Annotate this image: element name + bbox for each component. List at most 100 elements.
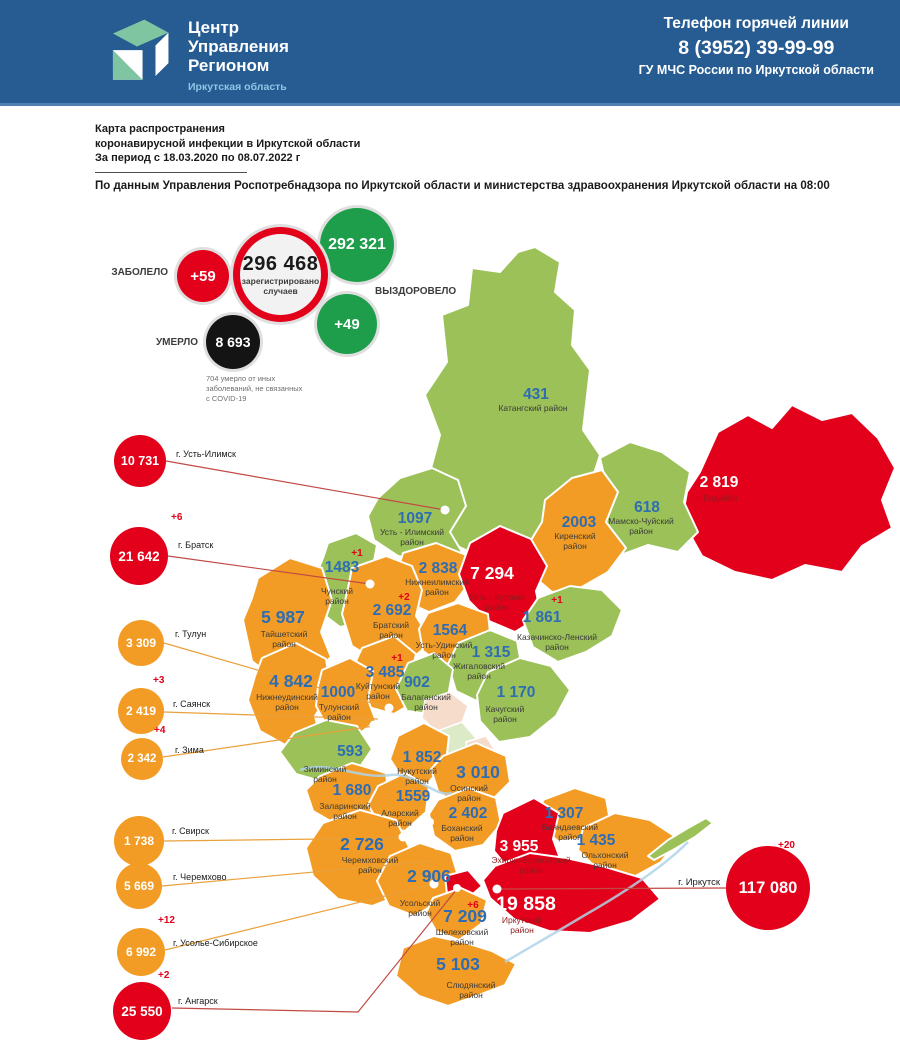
district-name: Балаганский район [401, 692, 451, 712]
region-chunsky [313, 532, 382, 628]
city-dot [398, 832, 408, 842]
city-dot [492, 884, 502, 894]
recovered-label: ВЫЗДОРОВЕЛО [375, 286, 457, 297]
region-ziminsky [279, 719, 373, 783]
region-kachugsky [476, 657, 571, 743]
district-value: 902 [404, 674, 430, 691]
district-nukutsky: 1 852 Нукутский район [397, 749, 441, 786]
district-name: Аларский район [381, 808, 419, 828]
district-irkutsky: 19 858 Иркутский район [496, 893, 556, 935]
lead-bratsk [167, 555, 371, 585]
city-delta-usolye: +12 [158, 915, 175, 926]
district-bratsky: +2 2 692 Братский район [373, 592, 412, 640]
district-name: Шелеховский район [436, 927, 489, 947]
city-dot [440, 505, 450, 515]
city-value: 1 738 [123, 834, 155, 848]
city-value: 5 669 [123, 879, 155, 893]
logo: Центр Управления Регионом Иркутская област… [100, 13, 289, 93]
header: Центр Управления Регионом Иркутская област… [0, 0, 900, 106]
district-name: Тайшетский район [261, 629, 308, 649]
region-tayshetsky [242, 557, 333, 683]
registered-caption: случаев [263, 286, 298, 296]
region-angarsk-enclave [444, 869, 483, 901]
region-slyudyansky [395, 935, 517, 1007]
district-value: 3 955 [500, 838, 539, 855]
district-usolsky: 2 906 Усольский район [400, 866, 451, 918]
lead-sayansk [163, 711, 379, 720]
district-name: Нижнеудинский район [256, 692, 318, 712]
region-kirensky [527, 469, 627, 593]
district-name: Заларинский район [319, 801, 370, 821]
district-tulunsky: 1000 Тулунский район [319, 684, 359, 722]
district-delta: +1 [351, 548, 363, 559]
river-line [299, 765, 453, 795]
logo-cube-icon [112, 19, 169, 80]
lead-svirsk [163, 837, 403, 842]
district-ust-ilimsky: 1097 Усть - Илимский район [380, 510, 444, 547]
district-value: 2 838 [419, 560, 458, 577]
city-label-zima: г. Зима [175, 745, 204, 755]
district-value: 1000 [321, 684, 355, 701]
district-value: 1 861 [523, 609, 562, 626]
district-name: Тулунский район [319, 702, 359, 722]
recovered-delta-circle: +49 [317, 294, 377, 354]
city-label-irkutsk: г. Иркутск [678, 877, 720, 888]
region-irkutsky [482, 852, 661, 934]
district-name: Ольхонский район [582, 850, 629, 870]
district-name: Качугский район [486, 704, 525, 724]
recovered-value: 292 321 [328, 236, 386, 253]
city-value: 25 550 [121, 1003, 163, 1019]
city-label-svirsk: г. Свирск [172, 826, 209, 836]
district-name: Куйтунский район [356, 681, 401, 701]
city-label-usolye: г. Усолье-Сибирское [173, 938, 258, 948]
district-nizhneilimsky: 2 838 Нижнеилимский район [405, 560, 469, 597]
city-label-angarsk: г. Ангарск [178, 996, 218, 1006]
district-name: Усть - Кутский район [469, 592, 525, 612]
district-name: Мамско-Чуйский район [608, 516, 674, 536]
district-value: 593 [337, 743, 363, 760]
district-value: 5 103 [436, 954, 480, 974]
district-name: Усольский район [400, 898, 441, 918]
lead-irkutsk [499, 887, 728, 890]
district-value: 1 852 [403, 749, 442, 766]
city-circle-ust-ilimsk: 10 731 [114, 435, 166, 487]
district-chunsky: +1 1483 Чунский район [321, 548, 363, 606]
district-mamsko-chuysky: 618 Мамско-Чуйский район [608, 499, 674, 536]
district-value: 2 692 [373, 602, 412, 619]
city-dot [426, 818, 434, 826]
region-pale-area [439, 721, 477, 758]
district-value: 3 010 [456, 762, 500, 782]
district-name: Усть - Илимский район [380, 527, 444, 547]
district-kazachinsko-lensky: +1 1 861 Казачинско-Ленский район [517, 595, 597, 652]
district-name: Слюдянский район [446, 980, 495, 1000]
district-delta: +2 [398, 592, 410, 603]
city-label-bratsk: г. Братск [178, 540, 214, 550]
district-alarsky: 1559 Аларский район [381, 788, 430, 828]
died-note: 704 умерло от иных заболеваний, не связан… [206, 374, 303, 404]
district-name: Боханский район [441, 823, 483, 843]
district-value: 2 906 [407, 866, 451, 886]
city-value: 117 080 [738, 878, 798, 897]
registered-caption: зарегистрировано [241, 275, 320, 286]
region-balagansky [395, 652, 454, 715]
city-delta-sayansk: +3 [153, 675, 165, 686]
district-name: Черемховский район [342, 855, 399, 875]
district-value: 1097 [398, 510, 432, 527]
region-zalarinsky [305, 762, 390, 827]
data-source-line: По данным Управления Роспотребнадзора по… [95, 179, 830, 192]
region-kazachinsko-lensky [522, 585, 623, 663]
district-name: Братский район [373, 620, 409, 640]
region-nizhneilimsky [395, 542, 472, 613]
district-value: 2 819 [700, 474, 739, 491]
district-value: 7 294 [470, 563, 514, 583]
district-value: 4 842 [269, 671, 313, 691]
region-bratsky [341, 555, 433, 663]
city-dot [384, 703, 394, 713]
district-name: Чунский район [321, 586, 353, 606]
district-bayandaevsky: 1 307 Баяндаевский район [542, 805, 598, 842]
region-shelekhovsky [425, 887, 488, 941]
recovered-delta: +49 [334, 315, 360, 333]
region-bayandaevsky [537, 787, 611, 842]
infected-label: ЗАБОЛЕЛО [111, 267, 168, 278]
